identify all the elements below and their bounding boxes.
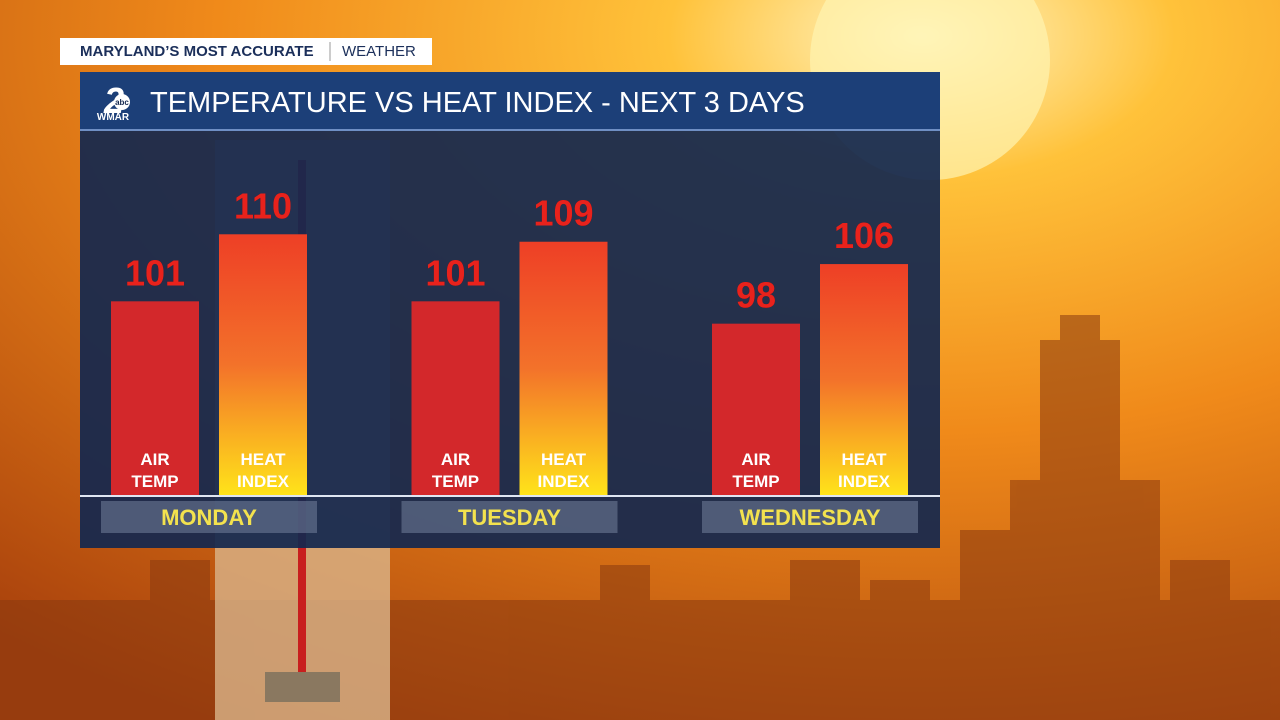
value-label: 98 xyxy=(736,275,776,316)
category-box xyxy=(101,501,317,533)
series-label: AIR TEMP xyxy=(131,450,179,491)
series-label: AIR TEMP xyxy=(431,450,480,491)
value-label: 109 xyxy=(533,193,593,234)
category-box xyxy=(401,501,618,533)
logo-number: 2 xyxy=(103,80,124,121)
tag-right: WEATHER xyxy=(342,43,416,60)
series-label: HEAT INDEX xyxy=(237,450,289,491)
value-label: 106 xyxy=(834,215,894,256)
tag-bar xyxy=(60,38,432,65)
bar xyxy=(411,301,500,495)
bar xyxy=(712,323,800,495)
value-label: 101 xyxy=(425,252,485,293)
series-label: HEAT INDEX xyxy=(537,450,590,491)
category-label: TUESDAY xyxy=(458,505,561,530)
series-label: AIR TEMP xyxy=(732,450,780,491)
bar xyxy=(219,234,307,496)
value-label: 110 xyxy=(234,185,292,226)
category-box xyxy=(702,501,918,533)
tag: MARYLAND’S MOST ACCURATE xyxy=(80,43,314,60)
skyline xyxy=(0,315,1280,720)
bar xyxy=(111,301,199,495)
panel xyxy=(80,72,940,548)
logo-badge xyxy=(114,94,130,110)
title-bar xyxy=(80,72,940,130)
logo-network: abc xyxy=(115,98,129,107)
bar xyxy=(519,241,608,495)
chart-title: TEMPERATURE VS HEAT INDEX - NEXT 3 DAYS xyxy=(150,87,805,119)
series-label: HEAT INDEX xyxy=(838,450,890,491)
value-label: 101 xyxy=(125,252,185,293)
logo-station: WMAR xyxy=(97,112,130,123)
category-label: WEDNESDAY xyxy=(740,505,881,530)
category-label: MONDAY xyxy=(161,505,257,530)
bar xyxy=(820,264,908,495)
